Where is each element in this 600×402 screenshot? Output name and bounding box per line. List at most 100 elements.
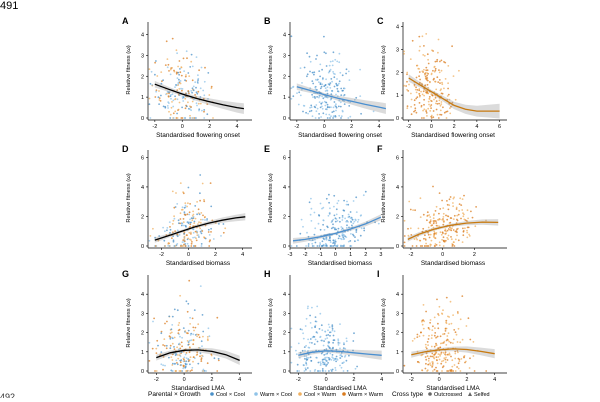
data-point: [309, 322, 312, 324]
data-point: [191, 65, 194, 68]
data-point: [216, 370, 219, 372]
data-point: [314, 316, 317, 318]
data-point: [168, 315, 171, 318]
data-point: [199, 352, 202, 355]
data-point: [191, 317, 194, 320]
data-point: [166, 66, 169, 69]
data-point: [429, 110, 432, 112]
data-point: [336, 220, 339, 222]
data-point: [432, 220, 435, 222]
data-point: [475, 206, 477, 208]
data-point: [417, 67, 420, 70]
data-point: [325, 365, 327, 367]
data-point: [199, 174, 202, 176]
data-point: [322, 244, 324, 247]
data-point: [432, 217, 435, 220]
data-point: [416, 238, 418, 241]
data-point: [463, 218, 466, 221]
panel-letter: F: [377, 144, 383, 154]
data-point: [335, 93, 337, 96]
data-point: [340, 226, 343, 228]
data-point: [449, 196, 452, 198]
data-point: [292, 86, 294, 88]
data-point: [326, 225, 328, 228]
data-point: [423, 84, 426, 87]
y-tick-label: 0: [141, 244, 144, 250]
data-point: [166, 229, 168, 232]
data-point: [171, 315, 174, 318]
data-point: [417, 227, 420, 230]
data-point: [327, 362, 329, 364]
data-point: [445, 110, 448, 113]
data-point: [321, 360, 324, 362]
data-point: [429, 362, 431, 365]
data-point: [153, 317, 156, 320]
data-point: [418, 49, 421, 52]
data-point: [458, 203, 461, 206]
data-point: [199, 102, 202, 105]
data-point: [210, 87, 213, 90]
data-point: [445, 344, 448, 346]
data-point: [425, 109, 427, 111]
data-point: [200, 243, 203, 245]
y-tick-label: 0: [141, 116, 144, 122]
data-point: [315, 104, 318, 106]
data-point: [374, 221, 376, 224]
data-point: [449, 226, 451, 229]
data-point: [411, 245, 414, 247]
data-point: [437, 81, 440, 83]
data-point: [296, 363, 299, 366]
data-point: [427, 245, 430, 247]
data-point: [442, 232, 444, 235]
data-point: [437, 38, 440, 41]
legend: Parental × Growth Cool × Cool Warm × Cool C…: [148, 391, 490, 398]
data-point: [426, 115, 428, 117]
data-point: [434, 332, 437, 334]
data-point: [324, 330, 327, 333]
data-point: [446, 359, 449, 361]
data-point: [450, 236, 452, 238]
data-point: [307, 353, 310, 356]
data-point: [423, 54, 426, 57]
data-point: [207, 327, 210, 330]
panel-letter: D: [122, 144, 129, 154]
data-point: [442, 245, 445, 247]
data-point: [188, 108, 191, 110]
data-point: [411, 39, 414, 42]
data-point: [422, 334, 425, 337]
data-point: [309, 70, 311, 73]
data-point: [447, 82, 449, 85]
data-point: [321, 68, 323, 71]
data-point: [326, 363, 328, 366]
data-point: [422, 54, 425, 56]
data-point: [354, 367, 357, 370]
data-point: [338, 61, 341, 64]
data-point: [181, 222, 184, 225]
data-point: [451, 365, 454, 368]
data-point: [196, 81, 199, 83]
data-point: [311, 342, 313, 344]
data-point: [329, 60, 332, 63]
data-point: [180, 66, 183, 69]
data-point: [433, 345, 436, 348]
data-point: [447, 93, 450, 96]
data-point: [180, 87, 182, 90]
data-point: [440, 351, 443, 354]
data-point: [170, 106, 173, 109]
data-point: [314, 338, 317, 341]
data-point: [197, 333, 200, 336]
data-point: [177, 332, 180, 334]
data-point: [311, 71, 314, 74]
data-point: [189, 66, 192, 68]
data-point: [463, 355, 466, 357]
data-point: [206, 113, 209, 116]
data-point: [429, 321, 431, 324]
data-point: [350, 221, 352, 223]
data-point: [313, 92, 315, 94]
x-tick-label: 4: [236, 124, 239, 130]
data-point: [162, 105, 165, 108]
y-tick-label: 0: [283, 244, 286, 250]
x-tick-label: 2: [352, 377, 355, 383]
data-point: [324, 104, 327, 107]
